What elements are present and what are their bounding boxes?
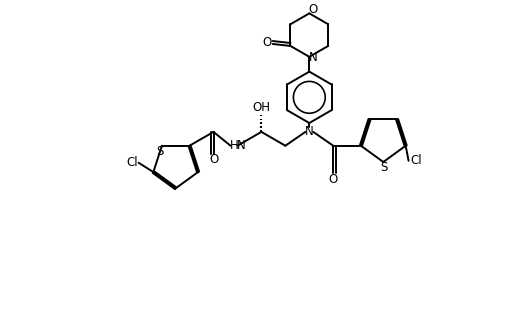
Text: H: H bbox=[230, 139, 239, 152]
Text: O: O bbox=[309, 3, 318, 16]
Text: OH: OH bbox=[252, 101, 270, 114]
Text: Cl: Cl bbox=[127, 156, 139, 169]
Text: S: S bbox=[380, 162, 388, 174]
Text: O: O bbox=[329, 173, 338, 186]
Text: N: N bbox=[237, 139, 246, 152]
Text: O: O bbox=[262, 36, 271, 49]
Text: N: N bbox=[309, 51, 318, 64]
Text: O: O bbox=[209, 154, 218, 166]
Text: Cl: Cl bbox=[410, 154, 422, 167]
Text: N: N bbox=[305, 125, 314, 138]
Text: S: S bbox=[156, 145, 164, 158]
